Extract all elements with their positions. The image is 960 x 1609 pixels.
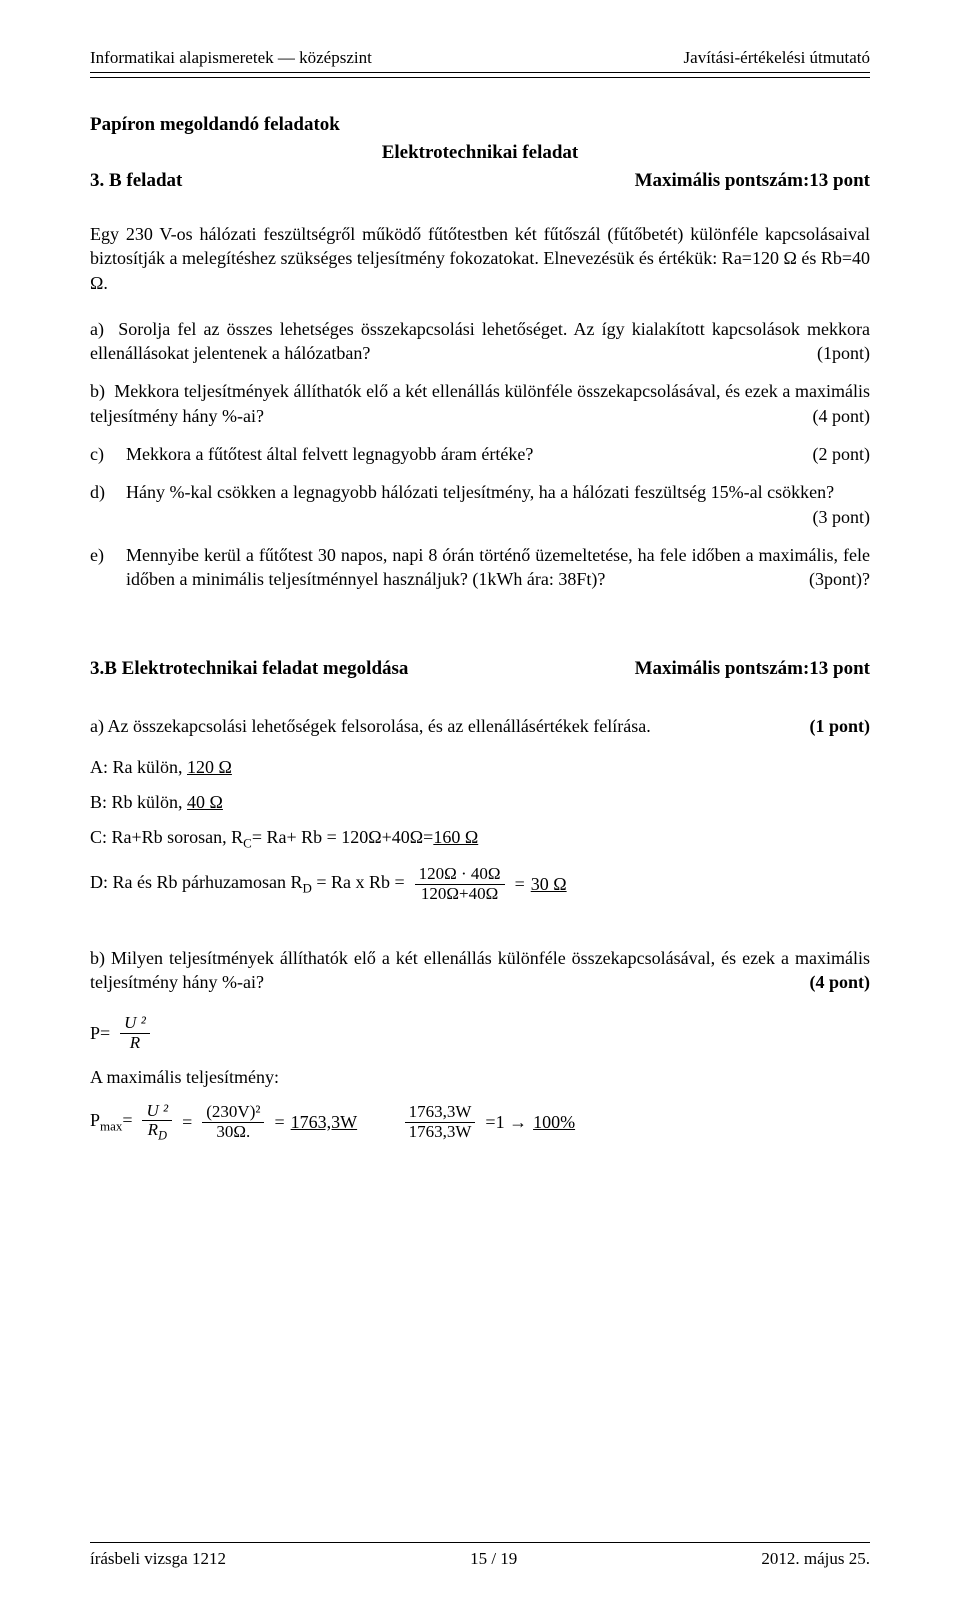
sol-b-P-den: R	[120, 1034, 150, 1053]
item-d-points: (3 pont)	[813, 505, 871, 529]
sol-b-lead-points: (4 pont)	[809, 970, 870, 994]
sol-b-eq1: =	[182, 1112, 192, 1133]
footer-left: írásbeli vizsga 1212	[90, 1549, 226, 1569]
sol-a-D: D: Ra és Rb párhuzamosan RD = Ra x Rb = …	[90, 865, 870, 903]
sol-a-D-pre: D: Ra és Rb párhuzamosan R	[90, 872, 302, 892]
item-a: a) Sorolja fel az összes lehetséges össz…	[90, 317, 870, 366]
item-c-points: (2 pont)	[813, 442, 871, 466]
footer-right: 2012. május 25.	[761, 1549, 870, 1569]
sol-b-P-label: P=	[90, 1023, 110, 1044]
sol-b-Pmax-f2-den: 30Ω.	[202, 1123, 264, 1142]
sol-b-lead-text: b) Milyen teljesítmények állíthatók elő …	[90, 948, 870, 992]
sol-a-D-eq: =	[515, 874, 525, 895]
footer-block: írásbeli vizsga 1212 15 / 19 2012. május…	[90, 1530, 870, 1569]
sol-b-eq2: =	[274, 1112, 284, 1133]
sol-b-P: P= U ² R	[90, 1014, 870, 1052]
task-number: 3. B feladat	[90, 170, 182, 192]
item-c-text: Mekkora a fűtőtest által felvett legnagy…	[126, 444, 533, 464]
section-title: Papíron megoldandó feladatok	[90, 114, 870, 136]
sol-b-lead: b) Milyen teljesítmények állíthatók elő …	[90, 946, 870, 995]
page: Informatikai alapismeretek — középszint …	[0, 0, 960, 1609]
running-header: Informatikai alapismeretek — középszint …	[90, 48, 870, 68]
task-max-points: Maximális pontszám:13 pont	[635, 170, 870, 192]
item-e-points: (3pont)?	[809, 567, 870, 591]
sol-a-D-value: 30 Ω	[531, 874, 567, 895]
item-c-label: c)	[90, 442, 126, 466]
item-b-points: (4 pont)	[813, 404, 871, 428]
subtitle: Elektrotechnikai feladat	[90, 142, 870, 164]
sol-a-D-mid: = Ra x Rb =	[312, 872, 405, 892]
item-d-text: Hány %-kal csökken a legnagyobb hálózati…	[126, 482, 834, 502]
item-c-body: Mekkora a fűtőtest által felvett legnagy…	[126, 442, 870, 466]
item-b-label: b)	[90, 381, 105, 401]
sol-b-Pmax-frac2: (230V)² 30Ω.	[202, 1103, 264, 1141]
item-c: c) Mekkora a fűtőtest által felvett legn…	[90, 442, 870, 466]
header-rule	[90, 72, 870, 78]
item-e-text: Mennyibe kerül a fűtőtest 30 napos, napi…	[126, 545, 870, 589]
solution-title: 3.B Elektrotechnikai feladat megoldása	[90, 658, 408, 680]
sol-b-Pmax-label: P	[90, 1110, 100, 1130]
item-e-label: e)	[90, 543, 126, 592]
item-a-text: Sorolja fel az összes lehetséges összeka…	[90, 319, 870, 363]
solution-max-points: Maximális pontszám:13 pont	[635, 658, 870, 680]
sol-b-Pmax-f3-num: 1763,3W	[405, 1103, 476, 1123]
running-footer: írásbeli vizsga 1212 15 / 19 2012. május…	[90, 1549, 870, 1569]
sol-b-Pmax-value: 1763,3W	[291, 1112, 358, 1133]
footer-center: 15 / 19	[470, 1549, 517, 1569]
item-d-label: d)	[90, 480, 126, 529]
sol-a-B-value: 40 Ω	[187, 792, 223, 812]
footer-rule	[90, 1542, 870, 1543]
sol-b-Pmax-frac1: U ² RD	[142, 1102, 172, 1144]
sol-b-Pmax-f3-den: 1763,3W	[405, 1123, 476, 1142]
sol-b-Pmax-sub: max	[100, 1119, 122, 1134]
sol-a-D-num: 120Ω · 40Ω	[415, 865, 505, 885]
sol-b-P-fraction: U ² R	[120, 1014, 150, 1052]
sol-a-A-label: A: Ra külön,	[90, 757, 187, 777]
sol-a-A-value: 120 Ω	[187, 757, 232, 777]
item-d: d) Hány %-kal csökken a legnagyobb hálóz…	[90, 480, 870, 529]
sol-a-C-pre: C: Ra+Rb sorosan, R	[90, 827, 243, 847]
sol-b-Pmax-f1-den: RD	[142, 1121, 172, 1143]
item-a-points: (1pont)	[817, 341, 870, 365]
sol-a-D-fraction: 120Ω · 40Ω 120Ω+40Ω	[415, 865, 505, 903]
sol-a-B: B: Rb külön, 40 Ω	[90, 792, 870, 813]
item-e: e) Mennyibe kerül a fűtőtest 30 napos, n…	[90, 543, 870, 592]
header-right: Javítási-értékelési útmutató	[684, 48, 870, 68]
sol-b-Pmax-frac3: 1763,3W 1763,3W	[405, 1103, 476, 1141]
sol-a-C-sub: C	[243, 835, 252, 850]
item-b-text: Mekkora teljesítmények állíthatók elő a …	[90, 381, 870, 425]
item-a-label: a)	[90, 319, 104, 339]
sol-b-max-line: A maximális teljesítmény:	[90, 1067, 870, 1088]
sol-a-C-value: 160 Ω	[433, 827, 478, 847]
sol-b-Pmax-f2-num: (230V)²	[202, 1103, 264, 1123]
sol-b-Pmax-f1-num: U ²	[142, 1102, 172, 1122]
sol-a-lead-text: a) Az összekapcsolási lehetőségek felsor…	[90, 716, 651, 737]
sol-a-B-label: B: Rb külön,	[90, 792, 187, 812]
sol-b-Pmax-eq: =	[122, 1110, 132, 1130]
sol-a-lead: a) Az összekapcsolási lehetőségek felsor…	[90, 716, 870, 737]
solution-header: 3.B Elektrotechnikai feladat megoldása M…	[90, 658, 870, 680]
sol-a-C: C: Ra+Rb sorosan, RC= Ra+ Rb = 120Ω+40Ω=…	[90, 827, 870, 852]
sol-a-A: A: Ra külön, 120 Ω	[90, 757, 870, 778]
task-header: 3. B feladat Maximális pontszám:13 pont	[90, 170, 870, 192]
sol-b-Pmax-result: 100%	[533, 1112, 575, 1133]
sol-a-D-sub: D	[302, 881, 311, 896]
sol-b-P-num: U ²	[120, 1014, 150, 1034]
item-e-body: Mennyibe kerül a fűtőtest 30 napos, napi…	[126, 543, 870, 592]
sol-a-lead-points: (1 pont)	[809, 716, 870, 737]
item-d-body: Hány %-kal csökken a legnagyobb hálózati…	[126, 480, 870, 529]
sol-a-C-post: = Ra+ Rb = 120Ω+40Ω=	[252, 827, 434, 847]
sol-b-eq3: =1 →	[485, 1112, 527, 1133]
sol-a-D-den: 120Ω+40Ω	[415, 885, 505, 904]
header-left: Informatikai alapismeretek — középszint	[90, 48, 372, 68]
spacer	[363, 1112, 395, 1133]
intro-paragraph: Egy 230 V-os hálózati feszültségről műkö…	[90, 222, 870, 295]
item-b: b) Mekkora teljesítmények állíthatók elő…	[90, 379, 870, 428]
sol-b-Pmax: Pmax= U ² RD = (230V)² 30Ω. = 1763,3W 17…	[90, 1102, 870, 1144]
